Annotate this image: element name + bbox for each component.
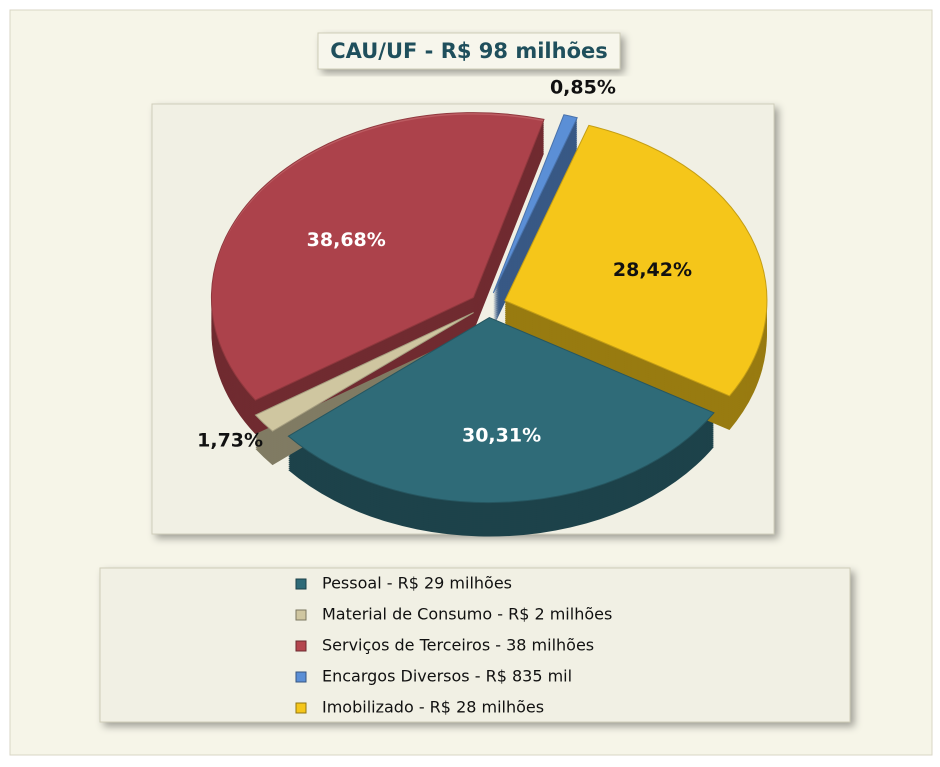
legend-label: Pessoal - R$ 29 milhões	[322, 574, 512, 593]
legend: Pessoal - R$ 29 milhões Material de Consu…	[295, 574, 612, 717]
labels: 30,31% 1,73% 38,68% 0,85% 28,42%	[197, 76, 692, 451]
pie-tops	[210, 112, 768, 504]
data-label: 1,73%	[197, 429, 263, 451]
chart-title: CAU/UF - R$ 98 milhões	[330, 39, 608, 63]
data-label: 28,42%	[613, 259, 692, 281]
legend-label: Material de Consumo - R$ 2 milhões	[322, 605, 612, 624]
legend-marker	[295, 702, 307, 714]
data-label: 38,68%	[307, 229, 386, 251]
slice	[210, 112, 545, 401]
data-label: 30,31%	[462, 425, 541, 447]
slice	[254, 312, 474, 432]
title-box	[317, 32, 621, 70]
legend-marker	[295, 578, 307, 590]
slice	[504, 124, 768, 397]
legend-marker	[295, 640, 307, 652]
legend-marker	[295, 609, 307, 621]
data-label: 0,85%	[550, 76, 616, 98]
slice	[492, 114, 578, 294]
legend-box	[99, 567, 851, 723]
legend-label: Imobilizado - R$ 28 milhões	[322, 698, 544, 717]
legend-marker	[295, 671, 307, 683]
slice	[287, 317, 715, 504]
legend-label: Encargos Diversos - R$ 835 mil	[322, 667, 572, 686]
legend-label: Serviços de Terceiros - 38 milhões	[322, 636, 594, 655]
